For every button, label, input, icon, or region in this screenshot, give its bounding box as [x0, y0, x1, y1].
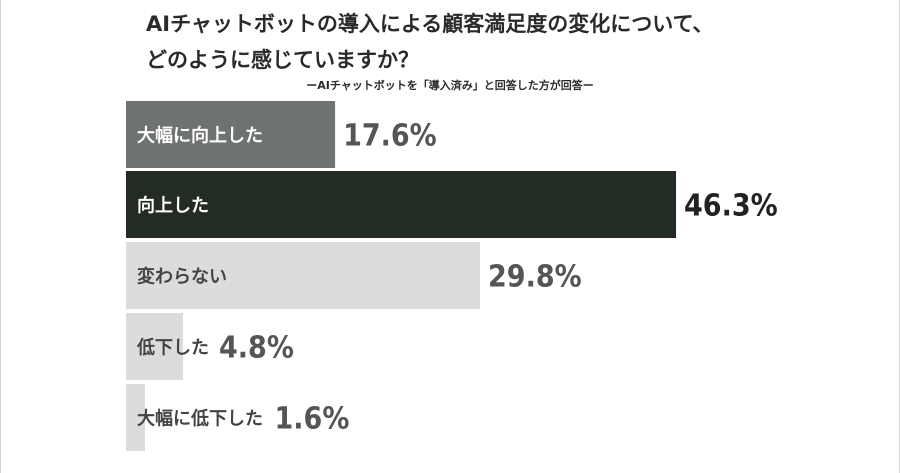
value-label-4: 4.8% [219, 331, 294, 366]
chart-title-line-1: AIチャットボットの導入による顧客満足度の変化について、 [146, 12, 714, 36]
bar-3 [126, 242, 481, 309]
bar-2 [126, 171, 677, 238]
chart-title: AIチャットボットの導入による顧客満足度の変化について、 どのように感じています… [146, 6, 714, 78]
category-label-1: 大幅に向上した [137, 125, 263, 147]
bar-1 [126, 101, 336, 168]
value-label-3: 29.8% [488, 260, 582, 295]
chart-subtitle: ーAIチャットボットを「導入済み」と回答した方が回答ー [306, 79, 594, 92]
category-label-5: 大幅に低下した [137, 408, 263, 430]
frame-left-border [0, 0, 1, 473]
category-label-3: 変わらない [137, 266, 227, 288]
value-label-2: 46.3% [684, 189, 778, 224]
value-label-5: 1.6% [275, 402, 350, 437]
value-label-1: 17.6% [343, 119, 437, 154]
category-label-2: 向上した [137, 195, 209, 217]
chart-title-line-2: どのように感じていますか？ [146, 48, 419, 72]
bar-4 [126, 313, 184, 380]
category-label-4: 低下した [136, 337, 209, 359]
bar-5 [126, 384, 146, 451]
